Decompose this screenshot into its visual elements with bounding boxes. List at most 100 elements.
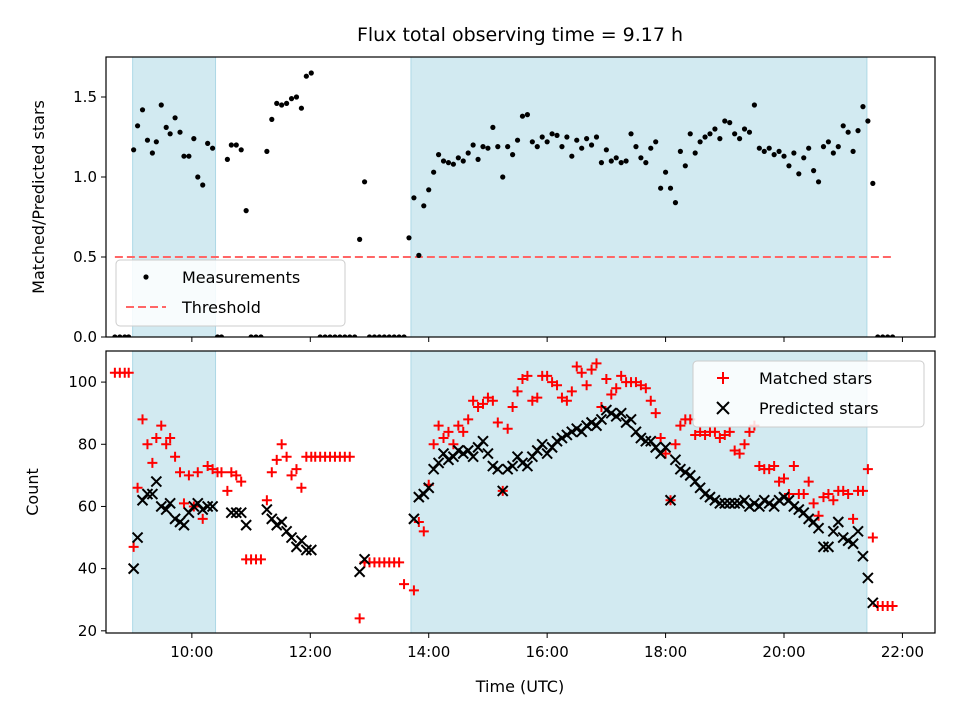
matched-star-point — [611, 383, 622, 394]
measurement-point — [519, 113, 526, 119]
predicted-star-point — [625, 413, 637, 426]
x-tick-label: 20:00 — [762, 643, 805, 661]
measurement-point — [233, 142, 239, 148]
measurement-point — [284, 100, 290, 106]
matched-star-point — [344, 451, 355, 462]
measurement-point — [880, 334, 886, 337]
measurement-point — [181, 153, 187, 159]
matched-star-point — [137, 414, 148, 425]
measurement-point — [613, 155, 619, 161]
matched-star-point — [266, 467, 277, 478]
predicted-star-point — [467, 451, 479, 463]
legend-label: Matched stars — [759, 369, 872, 388]
predicted-star-point — [432, 457, 445, 469]
measurement-point — [796, 171, 802, 177]
measurement-point — [253, 334, 259, 337]
predicted-star-point — [615, 407, 627, 419]
panel-bottom: 20 40 60 80 100 10:00 12:00 14:00 16:00 18:00 20:0… — [23, 350, 936, 661]
matched-star-point — [170, 451, 181, 462]
matched-star-point — [458, 426, 469, 437]
matched-star-point — [561, 395, 572, 406]
matched-star-point — [823, 489, 834, 500]
measurement-point — [376, 334, 382, 337]
predicted-star-point — [719, 497, 731, 510]
measurement-point — [361, 179, 368, 185]
matched-star-point — [522, 370, 533, 381]
measurement-point — [149, 150, 155, 156]
measurement-point — [840, 123, 846, 129]
measurement-point — [524, 112, 531, 118]
matched-star-point — [808, 498, 819, 509]
predicted-star-point — [235, 506, 247, 519]
matched-star-point — [408, 585, 419, 596]
legend-label: Measurements — [182, 268, 300, 287]
legend-plus-marker — [717, 372, 729, 384]
matched-star-point — [418, 526, 429, 537]
predicted-star-point — [640, 435, 652, 447]
measurement-point — [885, 334, 891, 337]
measurement-point — [465, 150, 471, 156]
axes-frame — [105, 350, 936, 634]
measurement-point — [279, 102, 285, 108]
measurement-point — [741, 126, 748, 132]
legend: Measurements Threshold — [115, 259, 346, 327]
predicted-star-point — [201, 500, 214, 513]
predicted-star-point — [295, 534, 308, 547]
x-axis-label: Time (UTC) — [475, 677, 564, 696]
matched-star-point — [857, 485, 868, 496]
measurement-point — [112, 334, 118, 337]
predicted-star-point — [305, 544, 317, 556]
x-tick-label: 16:00 — [526, 643, 569, 661]
measurement-point — [238, 147, 244, 153]
x-tick-label: 12:00 — [289, 643, 332, 661]
matched-star-point — [779, 473, 790, 484]
measurement-point — [490, 124, 496, 130]
measurement-point — [771, 152, 777, 158]
measurement-point — [618, 160, 624, 166]
predicted-star-point — [408, 513, 420, 525]
matched-star-point — [606, 389, 617, 400]
matched-star-point — [183, 470, 194, 481]
matched-star-point — [867, 532, 878, 543]
measurement-point — [564, 134, 570, 140]
matched-star-point — [197, 513, 208, 524]
measurement-point — [421, 203, 427, 209]
measurement-point — [712, 126, 718, 132]
matched-star-point — [255, 554, 266, 565]
predicted-star-point — [812, 522, 825, 534]
y-tick-label: 0.5 — [73, 248, 97, 266]
predicted-star-point — [728, 497, 741, 510]
measurement-point — [559, 144, 565, 150]
predicted-star-point — [714, 497, 726, 510]
matched-star-point — [394, 557, 405, 568]
matched-star-point — [586, 364, 597, 375]
legend-x-marker — [716, 401, 730, 415]
matched-star-point — [453, 420, 464, 431]
measurement-point — [172, 115, 178, 121]
measurement-point — [308, 70, 314, 76]
matched-star-point — [151, 433, 162, 444]
measurement-point — [820, 144, 827, 150]
matched-star-point — [655, 433, 666, 444]
measurement-point — [505, 144, 511, 150]
measurement-point — [191, 136, 197, 142]
measurement-point — [677, 148, 683, 154]
measurement-point — [303, 73, 309, 79]
predicted-star-point — [827, 525, 840, 538]
measurement-point — [598, 160, 605, 166]
measurement-point — [455, 155, 461, 161]
measurement-point — [337, 334, 343, 337]
measurement-point — [470, 142, 476, 148]
measurement-point — [158, 102, 164, 108]
predicted-star-point — [867, 597, 879, 609]
measurement-point — [801, 155, 807, 161]
measurement-point — [554, 132, 560, 138]
matched-star-point — [650, 408, 661, 419]
measurement-point — [366, 334, 373, 337]
matched-star-point — [675, 420, 686, 431]
measurement-point — [200, 182, 206, 188]
measurement-point — [692, 150, 698, 156]
y-tick-label: 20 — [78, 622, 97, 640]
matched-star-point — [468, 395, 479, 406]
measurement-point — [401, 334, 407, 337]
